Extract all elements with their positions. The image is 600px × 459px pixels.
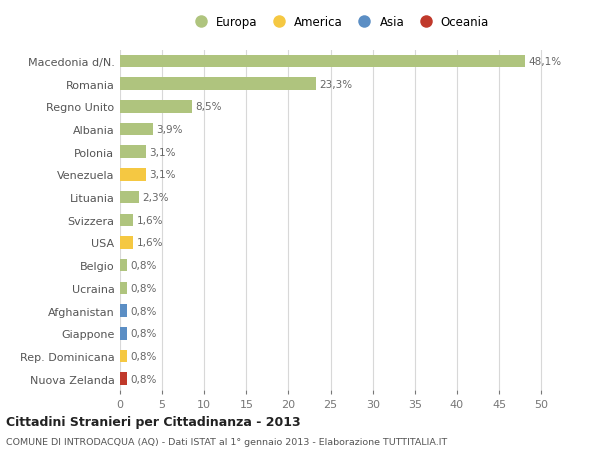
- Text: 3,1%: 3,1%: [149, 147, 176, 157]
- Bar: [120, 191, 139, 204]
- Bar: [120, 237, 133, 249]
- Bar: [120, 259, 127, 272]
- Text: Cittadini Stranieri per Cittadinanza - 2013: Cittadini Stranieri per Cittadinanza - 2…: [6, 415, 301, 428]
- Text: 0,8%: 0,8%: [130, 374, 157, 384]
- Text: 0,8%: 0,8%: [130, 283, 157, 293]
- Bar: [120, 305, 127, 317]
- Text: 3,1%: 3,1%: [149, 170, 176, 180]
- Bar: [120, 373, 127, 385]
- Text: 2,3%: 2,3%: [143, 193, 169, 203]
- Text: 8,5%: 8,5%: [195, 102, 221, 112]
- Bar: [120, 123, 153, 136]
- Text: 3,9%: 3,9%: [156, 125, 183, 135]
- Legend: Europa, America, Asia, Oceania: Europa, America, Asia, Oceania: [184, 11, 494, 34]
- Text: 1,6%: 1,6%: [137, 215, 163, 225]
- Bar: [120, 146, 146, 159]
- Bar: [120, 327, 127, 340]
- Text: 0,8%: 0,8%: [130, 329, 157, 339]
- Bar: [120, 169, 146, 181]
- Text: 0,8%: 0,8%: [130, 351, 157, 361]
- Bar: [120, 56, 525, 68]
- Bar: [120, 78, 316, 91]
- Text: 1,6%: 1,6%: [137, 238, 163, 248]
- Text: COMUNE DI INTRODACQUA (AQ) - Dati ISTAT al 1° gennaio 2013 - Elaborazione TUTTIT: COMUNE DI INTRODACQUA (AQ) - Dati ISTAT …: [6, 437, 447, 446]
- Bar: [120, 350, 127, 363]
- Text: 23,3%: 23,3%: [320, 79, 353, 90]
- Bar: [120, 282, 127, 295]
- Bar: [120, 214, 133, 227]
- Bar: [120, 101, 191, 113]
- Text: 0,8%: 0,8%: [130, 261, 157, 271]
- Text: 48,1%: 48,1%: [529, 57, 562, 67]
- Text: 0,8%: 0,8%: [130, 306, 157, 316]
